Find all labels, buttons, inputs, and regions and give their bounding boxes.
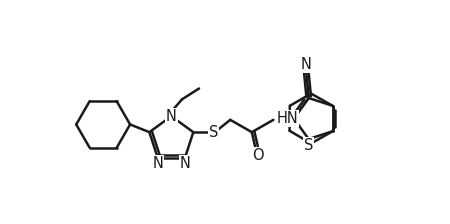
Text: N: N: [152, 156, 163, 171]
Text: N: N: [180, 156, 190, 171]
Text: HN: HN: [276, 111, 298, 126]
Text: N: N: [301, 57, 312, 72]
Text: S: S: [304, 138, 313, 153]
Text: N: N: [166, 109, 177, 124]
Text: S: S: [209, 125, 218, 140]
Text: O: O: [252, 148, 264, 163]
